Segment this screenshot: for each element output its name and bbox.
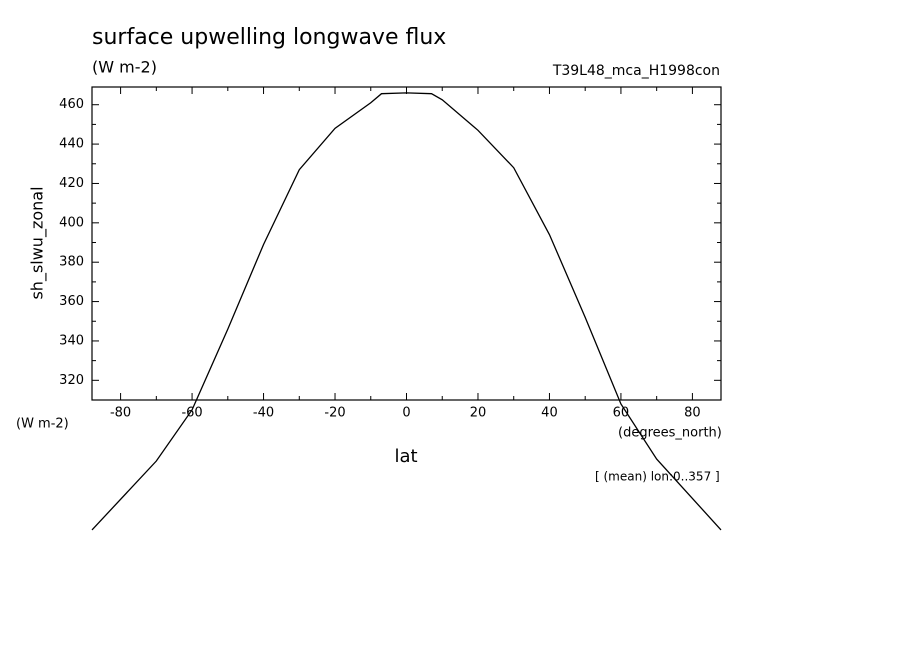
x-axis-label: lat xyxy=(394,446,417,467)
y-tick-label: 320 xyxy=(59,373,84,388)
x-tick-label: -80 xyxy=(110,406,131,421)
x-tick-label: -60 xyxy=(181,406,202,421)
y-tick-label: 400 xyxy=(59,215,84,230)
chart-title: surface upwelling longwave flux xyxy=(92,25,446,50)
y-tick-label: 360 xyxy=(59,294,84,309)
x-unit: (degrees_north) xyxy=(618,426,722,441)
x-tick-label: 0 xyxy=(402,406,410,421)
x-tick-label: -20 xyxy=(324,406,345,421)
y-tick-label: 440 xyxy=(59,137,84,152)
y-tick-label: 420 xyxy=(59,176,84,191)
y-unit: (W m-2) xyxy=(16,417,69,432)
y-tick-label: 460 xyxy=(59,97,84,112)
x-tick-label: 40 xyxy=(541,406,558,421)
subtitle: (W m-2) xyxy=(92,58,157,77)
y-tick-label: 340 xyxy=(59,333,84,348)
y-tick-label: 380 xyxy=(59,255,84,270)
experiment-label: T39L48_mca_H1998con xyxy=(552,63,720,79)
plot-frame xyxy=(91,86,722,401)
annotation: [ (mean) lon:0..357 ] xyxy=(595,470,720,484)
data-line xyxy=(91,92,722,531)
y-axis-label: sh_slwu_zonal xyxy=(28,186,48,299)
x-tick-label: 80 xyxy=(684,406,701,421)
x-tick-label: -40 xyxy=(253,406,274,421)
x-tick-label: 20 xyxy=(470,406,487,421)
